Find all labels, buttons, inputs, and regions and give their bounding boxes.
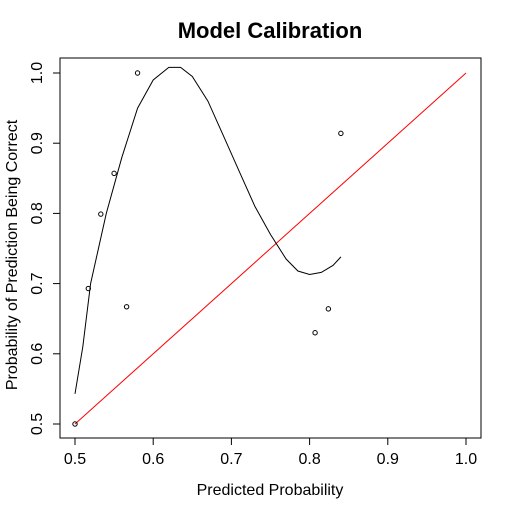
data-point <box>111 170 117 177</box>
y-tick-label: 0.6 <box>29 343 46 365</box>
x-tick-label: 1.0 <box>455 451 477 468</box>
x-tick-label: 0.7 <box>220 451 242 468</box>
y-tick-label: 0.8 <box>29 202 46 224</box>
y-tick-label: 0.5 <box>29 413 46 435</box>
data-point <box>85 285 91 292</box>
reference-line-group <box>74 72 467 425</box>
data-points-group <box>72 70 344 427</box>
smooth-curve-group <box>74 66 342 394</box>
x-tick-label: 0.9 <box>377 451 399 468</box>
axis-ticks: 0.5 0.6 0.7 0.8 0.9 1.0 0.5 0.6 0.7 0.8 0.9 1.0 <box>29 62 477 468</box>
data-point <box>312 330 318 336</box>
plot-frame <box>59 57 482 439</box>
data-point <box>325 306 332 312</box>
data-point <box>338 130 344 137</box>
data-point <box>134 70 141 76</box>
data-point <box>123 304 130 310</box>
x-axis-label: Predicted Probability <box>197 482 344 499</box>
y-tick-label: 0.9 <box>29 132 46 154</box>
data-point <box>72 421 78 427</box>
chart-title: Model Calibration <box>178 18 363 43</box>
data-point <box>98 211 104 217</box>
y-axis-label: Probability of Prediction Being Correct <box>4 119 21 390</box>
x-tick-label: 0.5 <box>64 451 86 468</box>
x-tick-label: 0.8 <box>298 451 320 468</box>
y-tick-label: 0.7 <box>29 272 46 294</box>
reference-line <box>74 72 467 425</box>
y-tick-label: 1.0 <box>29 62 46 84</box>
smooth-curve <box>74 66 342 394</box>
x-tick-label: 0.6 <box>142 451 164 468</box>
